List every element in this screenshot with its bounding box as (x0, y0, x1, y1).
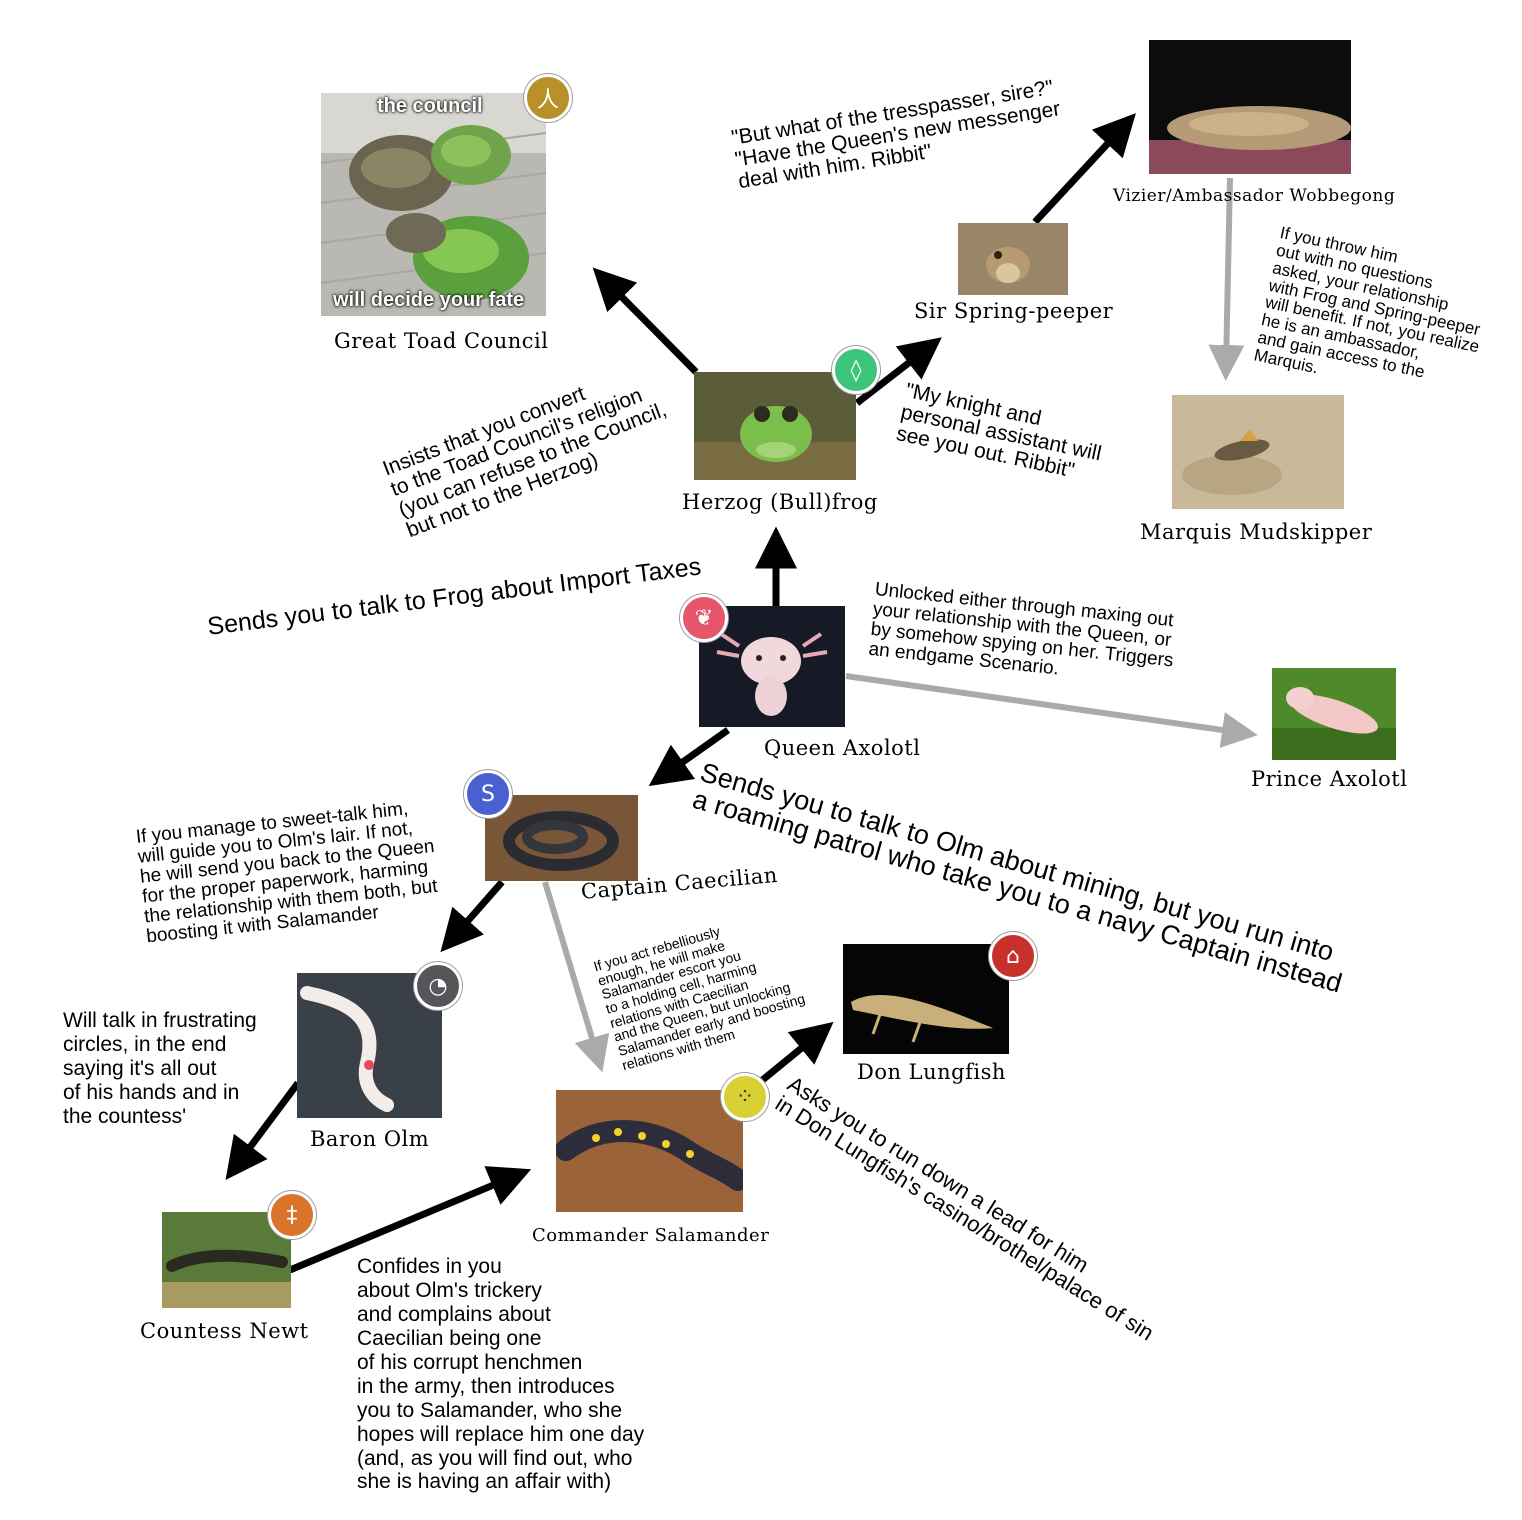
note-trespasser: "But what of the tresspasser, sire?" "Ha… (729, 76, 1062, 194)
heart-icon: ❦ (694, 605, 714, 631)
newt-photo (162, 1212, 291, 1308)
salamander-name: Commander Salamander (532, 1225, 770, 1246)
caecilian-badge: S (464, 770, 512, 818)
person-icon: 人 (536, 88, 559, 113)
arrow-salamander-to-lungfish (757, 1021, 834, 1085)
spiral-icon: ◔ (428, 973, 448, 999)
council-meme-bottom: will decide your fate (333, 289, 525, 311)
axolotl-badge: ❦ (680, 594, 728, 642)
council-photo: the council will decide your fate (321, 93, 546, 316)
note-frustrating: Will talk in frustrating circles, in the… (63, 1009, 257, 1128)
note-knight: "My knight and personal assistant will s… (894, 379, 1104, 483)
note-council-convert: Insists that you convert to the Toad Cou… (379, 382, 670, 543)
arrow-axolotl-to-prince (845, 673, 1258, 748)
note-rebellious: If you act rebelliously enough, he will … (591, 923, 807, 1074)
note-lead: Asks you to run down a lead for him in D… (771, 1071, 1159, 1346)
lungfish-badge: ⌂ (989, 932, 1037, 980)
note-throw-out: If you throw him out with no questions a… (1252, 223, 1482, 382)
herzog-badge: ◊ (832, 346, 880, 394)
salamander-badge: ⁘ (721, 1073, 769, 1121)
newt-name: Countess Newt (140, 1319, 309, 1343)
mudskipper-name: Marquis Mudskipper (1140, 520, 1373, 544)
wobbegong-photo (1149, 40, 1351, 174)
council-meme-top: the council (377, 95, 483, 117)
caecilian-photo (485, 795, 638, 881)
note-confides: Confides in you about Olm's trickery and… (357, 1255, 645, 1494)
figure-icon: ‡ (286, 1202, 298, 1228)
mudskipper-photo (1172, 395, 1344, 509)
salamander-photo (556, 1090, 743, 1212)
arrow-caecilian-to-salamander (542, 881, 610, 1073)
arrow-herzog-to-council (592, 267, 699, 375)
note-sweet-talk: If you manage to sweet-talk him, will gu… (134, 798, 439, 948)
arch-icon: ⌂ (1006, 943, 1020, 969)
arrow-wobbegong-to-mudskipper (1208, 177, 1245, 381)
swirl-icon: S (481, 781, 495, 807)
lungfish-name: Don Lungfish (857, 1060, 1006, 1084)
wobbegong-name: Vizier/Ambassador Wobbegong (1113, 186, 1396, 206)
prince-name: Prince Axolotl (1251, 767, 1408, 791)
herzog-photo (694, 372, 856, 480)
arrow-caecilian-to-olm (440, 879, 505, 953)
newt-badge: ‡ (268, 1191, 316, 1239)
olm-name: Baron Olm (310, 1127, 430, 1151)
lungfish-photo (843, 944, 1009, 1054)
dots-icon: ⁘ (735, 1084, 755, 1110)
peeper-photo (958, 223, 1068, 295)
olm-badge: ◔ (414, 962, 462, 1010)
note-unlocked: Unlocked either through maxing out your … (867, 579, 1175, 680)
leaf-icon: ◊ (850, 357, 862, 383)
council-badge: 人 (524, 74, 572, 122)
note-import-taxes: Sends you to talk to Frog about Import T… (205, 552, 703, 641)
council-name: Great Toad Council (334, 329, 549, 353)
herzog-name: Herzog (Bull)frog (682, 490, 878, 514)
peeper-name: Sir Spring-peeper (914, 299, 1114, 323)
axolotl-name: Queen Axolotl (764, 736, 921, 760)
prince-photo (1272, 668, 1396, 760)
